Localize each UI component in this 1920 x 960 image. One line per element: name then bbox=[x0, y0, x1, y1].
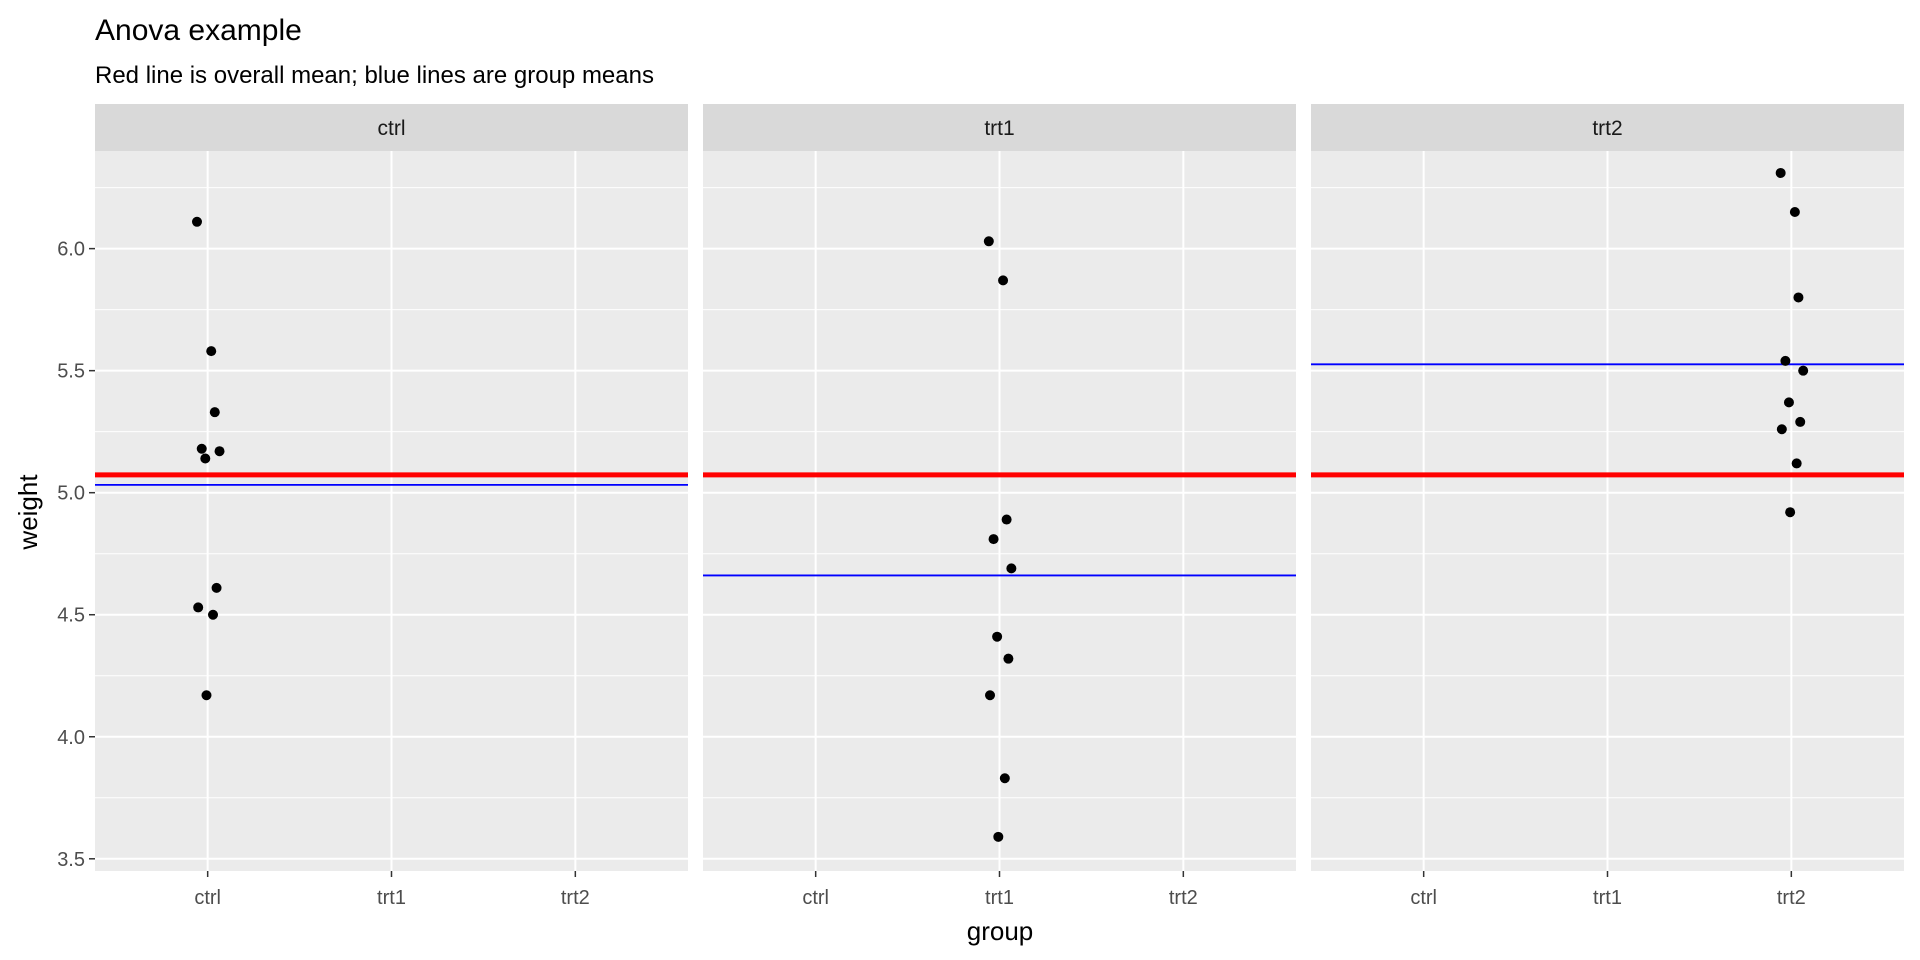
data-point bbox=[206, 346, 217, 357]
x-tick-label: ctrl bbox=[802, 887, 829, 909]
facet-panel-ctrl: ctrl ctrl trt1 trt2 bbox=[95, 104, 688, 909]
x-tick-label: ctrl bbox=[194, 887, 221, 909]
data-point bbox=[1006, 563, 1017, 574]
data-point bbox=[193, 602, 204, 613]
y-tick-label: 3.5 bbox=[57, 849, 85, 871]
chart-title: Anova example bbox=[95, 14, 302, 47]
data-point bbox=[985, 690, 996, 701]
data-point bbox=[1003, 653, 1014, 664]
y-tick-label: 5.5 bbox=[57, 361, 85, 383]
data-point bbox=[208, 609, 219, 620]
data-point bbox=[211, 582, 222, 593]
y-tick-label: 4.0 bbox=[57, 727, 85, 749]
y-tick-label: 5.0 bbox=[57, 483, 85, 505]
data-point bbox=[999, 773, 1010, 784]
chart-subtitle: Red line is overall mean; blue lines are… bbox=[95, 62, 654, 89]
strip-label-trt2: trt2 bbox=[1592, 117, 1622, 140]
data-point bbox=[191, 216, 202, 227]
x-tick-label: trt2 bbox=[1169, 887, 1198, 909]
data-point bbox=[1791, 458, 1802, 469]
data-point bbox=[1795, 416, 1806, 427]
data-point bbox=[196, 443, 207, 454]
x-tick-label: trt1 bbox=[1593, 887, 1622, 909]
strip-background bbox=[703, 104, 1296, 151]
data-point bbox=[992, 631, 1003, 642]
data-point bbox=[1780, 355, 1791, 366]
data-point bbox=[1775, 167, 1786, 178]
x-tick-label: trt2 bbox=[1777, 887, 1806, 909]
strip-background bbox=[95, 104, 688, 151]
x-tick-label: trt1 bbox=[377, 887, 406, 909]
y-axis: 3.5 4.0 4.5 5.0 5.5 6.0 bbox=[57, 239, 95, 871]
x-tick-label: trt2 bbox=[561, 887, 590, 909]
data-point bbox=[1783, 397, 1794, 408]
strip-background bbox=[1311, 104, 1904, 151]
strip-label-ctrl: ctrl bbox=[378, 117, 406, 140]
data-point bbox=[1001, 514, 1012, 525]
data-point bbox=[1776, 424, 1787, 435]
data-point bbox=[993, 831, 1004, 842]
x-tick-label: trt1 bbox=[985, 887, 1014, 909]
y-tick-label: 6.0 bbox=[57, 239, 85, 261]
data-point bbox=[1798, 365, 1809, 376]
data-point bbox=[200, 453, 211, 464]
x-tick-label: ctrl bbox=[1410, 887, 1437, 909]
data-point bbox=[209, 407, 220, 418]
data-point bbox=[988, 534, 999, 545]
data-point bbox=[998, 275, 1009, 286]
data-point bbox=[1793, 292, 1804, 303]
data-point bbox=[201, 690, 212, 701]
strip-label-trt1: trt1 bbox=[984, 117, 1014, 140]
facet-panel-trt1: trt1 ctrl trt1 trt2 bbox=[703, 104, 1296, 909]
data-point bbox=[1789, 207, 1800, 218]
data-point bbox=[983, 236, 994, 247]
y-tick-label: 4.5 bbox=[57, 605, 85, 627]
y-axis-title: weight bbox=[13, 474, 43, 551]
data-point bbox=[1785, 507, 1796, 518]
data-point bbox=[214, 446, 225, 457]
facet-panel-trt2: trt2 ctrl trt1 trt2 bbox=[1311, 104, 1904, 909]
x-axis-title: group bbox=[967, 916, 1034, 946]
